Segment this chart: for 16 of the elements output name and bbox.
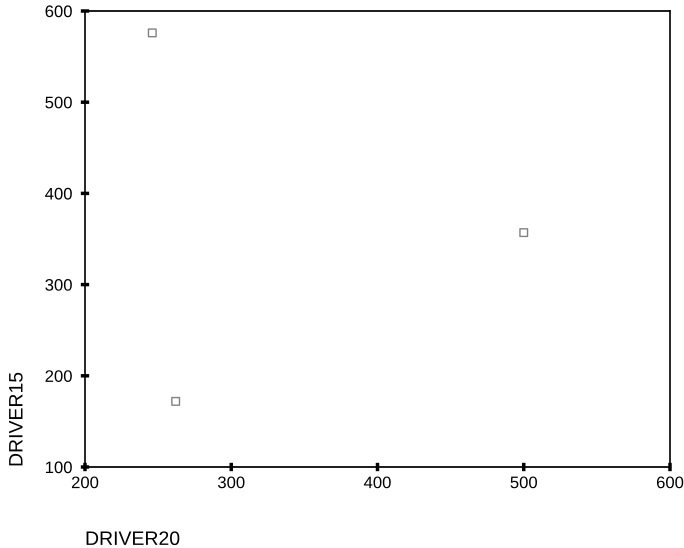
y-tick-label: 100 [46,461,72,474]
y-tick-label: 200 [46,370,72,382]
x-tick-label: 500 [510,476,538,488]
y-axis-title: DRIVER15 [9,372,23,466]
y-tick-label: 500 [45,96,72,108]
y-tick-label: 400 [45,188,72,200]
x-axis-title: DRIVER20 [86,531,180,546]
x-tick-label: 300 [218,476,245,488]
x-tick-label: 200 [72,476,98,488]
point [519,228,528,238]
x-tick-label: 400 [364,476,391,488]
y-tick-label: 300 [45,279,72,291]
point [171,396,180,406]
y-tick-label: 600 [46,5,72,18]
x-tick-label: 600 [656,476,684,488]
point [148,28,157,38]
